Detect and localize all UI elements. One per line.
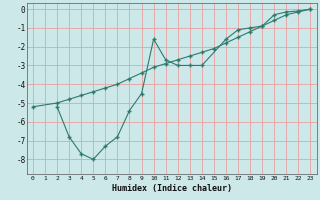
- X-axis label: Humidex (Indice chaleur): Humidex (Indice chaleur): [112, 184, 232, 193]
